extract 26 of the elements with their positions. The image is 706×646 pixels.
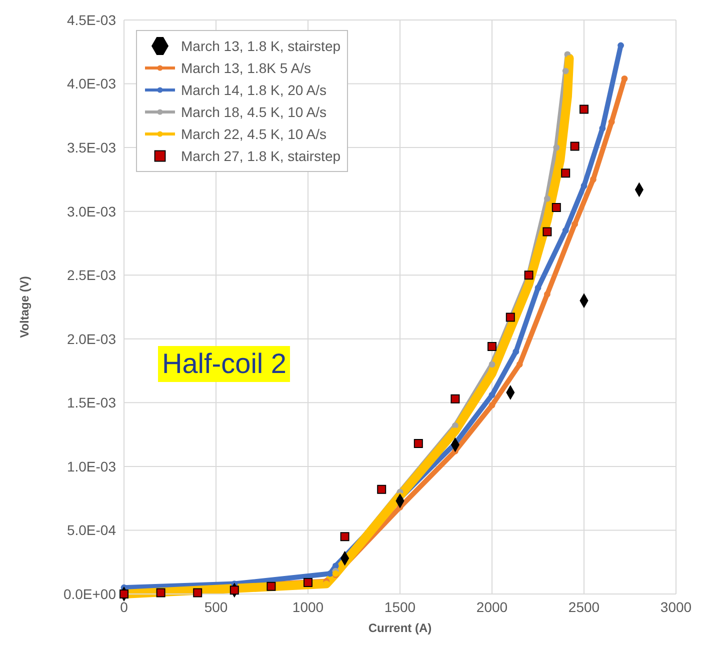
x-tick-label: 0 — [120, 598, 128, 615]
y-tick-label: 4.5E-03 — [66, 12, 116, 28]
x-axis-title: Current (A) — [368, 621, 432, 635]
legend-label: March 14, 1.8 K, 20 A/s — [181, 82, 327, 98]
x-tick-label: 3000 — [660, 598, 692, 615]
legend-label: March 13, 1.8 K, stairstep — [181, 38, 341, 54]
x-tick-label: 2000 — [476, 598, 508, 615]
y-tick-label: 2.5E-03 — [66, 267, 116, 284]
legend-label: March 27, 1.8 K, stairstep — [181, 148, 341, 164]
x-tick-label: 1500 — [384, 598, 416, 615]
y-tick-label: 3.5E-03 — [66, 140, 116, 156]
y-axis-title: Voltage (V) — [17, 276, 32, 338]
x-tick-label: 1000 — [292, 598, 324, 615]
y-tick-label: 4.0E-03 — [66, 76, 116, 92]
legend-label: March 18, 4.5 K, 10 A/s — [181, 104, 327, 120]
y-tick-label: 3.0E-03 — [66, 203, 116, 220]
y-tick-label: 1.0E-03 — [66, 458, 116, 474]
annotation: Half-coil 2 — [158, 346, 290, 382]
y-tick-label: 5.0E-04 — [66, 522, 116, 538]
y-tick-label: 0.0E+00 — [63, 586, 116, 602]
legend-label: March 13, 1.8K 5 A/s — [181, 60, 311, 76]
y-tick-label: 1.5E-03 — [66, 394, 116, 411]
y-tick-label: 2.0E-03 — [66, 330, 116, 347]
x-tick-label: 2500 — [568, 598, 600, 615]
legend-label: March 22, 4.5 K, 10 A/s — [181, 126, 327, 142]
x-tick-label: 500 — [204, 598, 228, 615]
